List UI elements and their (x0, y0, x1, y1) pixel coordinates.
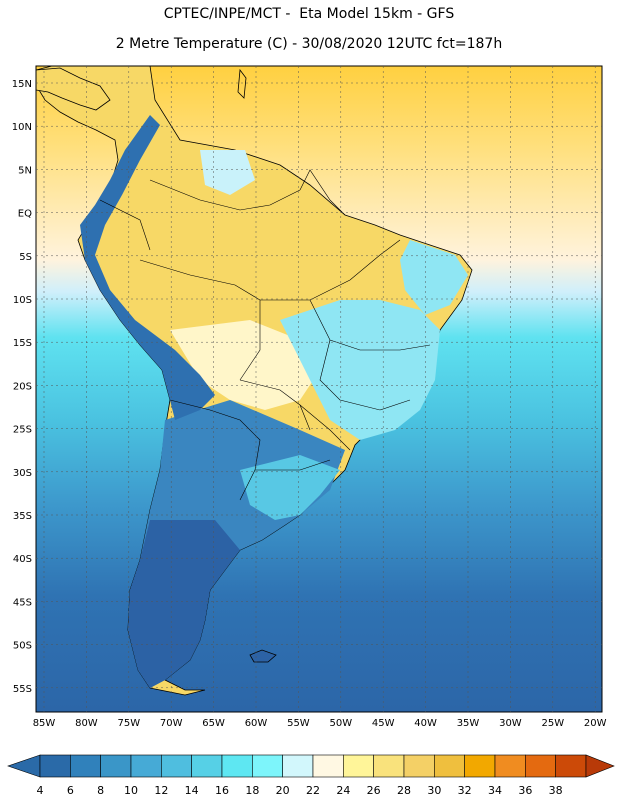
longitude-label: 70W (160, 718, 183, 729)
colorbar: 4 6 8 10 12 14 16 18 20 22 24 26 28 30 32 34 36 38 (7, 754, 615, 797)
colorbar-swatch (555, 754, 587, 778)
andes-cold-strip (80, 115, 215, 420)
colorbar-label: 36 (518, 784, 532, 797)
colorbar-swatch (525, 754, 556, 778)
colorbar-label: 20 (276, 784, 290, 797)
latitude-labels: 15N 10N 5N EQ 5S 10S 15S 20S 25S 30S 35S 40S 45S 50S 5… (12, 79, 32, 695)
cold-region-patagonia (128, 520, 240, 688)
country-borders (99, 169, 431, 501)
colorbar-label: 16 (215, 784, 229, 797)
colorbar-swatch (494, 754, 526, 778)
latitude-label: EQ (18, 209, 32, 220)
cool-region-southeast-brazil (280, 300, 440, 440)
latitude-label: 55S (13, 684, 32, 695)
colorbar-swatch (100, 754, 132, 778)
longitude-label: 60W (245, 718, 268, 729)
colorbar-label: 4 (37, 784, 44, 797)
longitude-label: 50W (329, 718, 352, 729)
colorbar-label: 24 (336, 784, 350, 797)
colorbar-swatch (191, 754, 223, 778)
map-title: CPTEC/INPE/MCT - Eta Model 15km - GFS (163, 6, 455, 22)
mild-region-uruguay (240, 455, 340, 520)
longitude-label: 55W (287, 718, 310, 729)
colorbar-swatch (130, 754, 162, 778)
latitude-label: 35S (13, 511, 32, 522)
colorbar-label: 38 (549, 784, 563, 797)
colorbar-label: 28 (397, 784, 411, 797)
longitude-label: 45W (372, 718, 395, 729)
colorbar-label: 12 (154, 784, 168, 797)
latitude-label: 15N (12, 79, 32, 90)
colorbar-swatch (343, 754, 374, 778)
plot-frame (35, 65, 603, 713)
cool-region-northeast-brazil (400, 240, 468, 315)
latitude-label: 50S (13, 641, 32, 652)
colorbar-swatch (252, 754, 283, 778)
colorbar-swatch (282, 754, 314, 778)
latitude-label: 5S (19, 252, 32, 263)
colorbar-swatch (161, 754, 192, 778)
falkland-islands (249, 649, 277, 663)
colorbar-swatches (7, 754, 615, 778)
colorbar-high-arrow (585, 754, 615, 778)
colorbar-label: 10 (124, 784, 138, 797)
colorbar-label: 34 (488, 784, 502, 797)
colorbar-labels: 4 6 8 10 12 14 16 18 20 22 24 26 28 30 32 34 36 38 (37, 784, 563, 797)
latitude-label: 30S (13, 468, 32, 479)
colorbar-swatch (221, 754, 253, 778)
colorbar-label: 32 (458, 784, 472, 797)
colorbar-swatch (39, 754, 71, 778)
colorbar-label: 26 (367, 784, 381, 797)
longitude-label: 40W (414, 718, 437, 729)
caribbean-islands (237, 68, 247, 99)
latitude-label: 25S (13, 425, 32, 436)
colorbar-label: 30 (427, 784, 441, 797)
longitude-label: 20W (584, 718, 607, 729)
colorbar-label: 18 (245, 784, 259, 797)
colorbar-swatch (70, 754, 101, 778)
colorbar-label: 22 (306, 784, 320, 797)
longitude-label: 25W (541, 718, 564, 729)
map-plot-area (36, 66, 602, 712)
latitude-label: 10S (13, 295, 32, 306)
latitude-label: 10N (12, 122, 32, 133)
longitude-label: 35W (457, 718, 480, 729)
latitude-label: 45S (13, 597, 32, 608)
colorbar-swatch (464, 754, 496, 778)
colorbar-label: 8 (97, 784, 104, 797)
colorbar-low-arrow (7, 754, 41, 778)
longitude-label: 85W (33, 718, 56, 729)
latitude-label: 20S (13, 381, 32, 392)
colorbar-swatch (434, 754, 465, 778)
latitude-label: 15S (13, 338, 32, 349)
longitude-labels: 85W 80W 75W 70W 65W 60W 55W 50W 45W 40W 35W 30W 25W 2… (33, 718, 607, 729)
colorbar-swatch (373, 754, 405, 778)
colorbar-swatch (312, 754, 344, 778)
colorbar-label: 14 (185, 784, 199, 797)
mild-region-south-central (170, 320, 320, 410)
lat-lon-grid (36, 66, 602, 712)
colorbar-swatch (403, 754, 435, 778)
map-subtitle: 2 Metre Temperature (C) - 30/08/2020 12U… (115, 36, 503, 52)
longitude-label: 30W (499, 718, 522, 729)
latitude-label: 40S (13, 554, 32, 565)
colorbar-label: 6 (67, 784, 74, 797)
longitude-label: 65W (202, 718, 225, 729)
longitude-label: 75W (117, 718, 140, 729)
latitude-label: 5N (18, 165, 32, 176)
longitude-label: 80W (75, 718, 98, 729)
